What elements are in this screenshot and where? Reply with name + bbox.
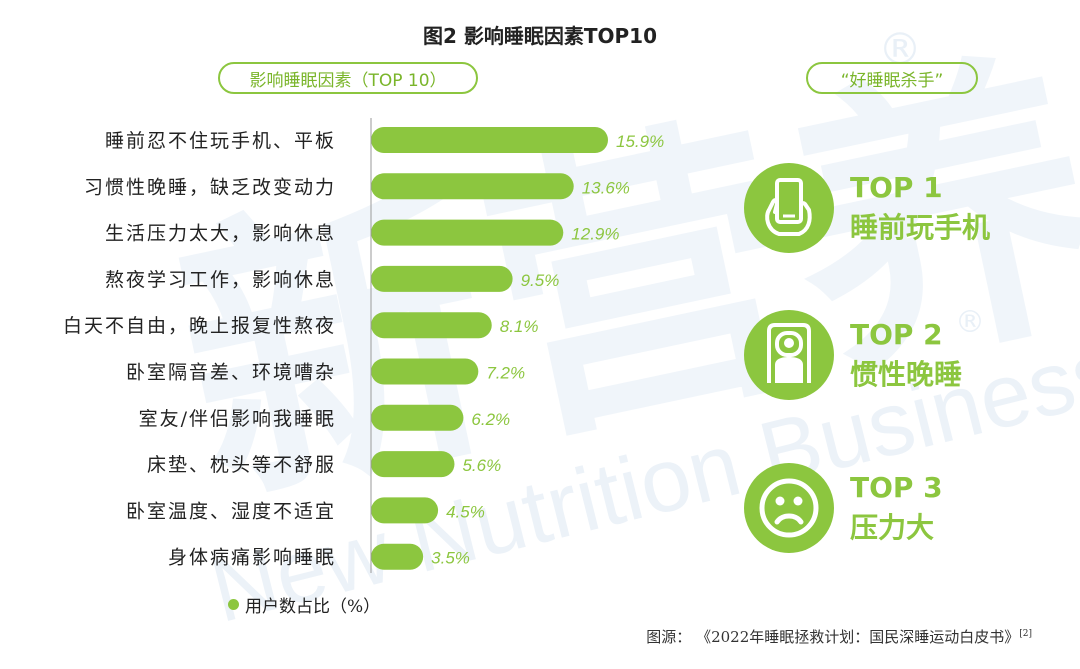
- top-label: 惯性晚睡: [850, 358, 963, 391]
- category-label: 卧室隔音差、环境嘈杂: [126, 362, 336, 384]
- bar: [371, 173, 574, 200]
- top-rank: TOP 1: [850, 171, 943, 204]
- phone-hand-icon: [744, 163, 834, 253]
- legend-label: 用户数占比（%）: [245, 597, 381, 617]
- source-note: 图源： 《2022年睡眠拯救计划：国民深睡运动白皮书》[2]: [646, 626, 1032, 647]
- category-label: 习惯性晚睡，缺乏改变动力: [84, 176, 336, 198]
- category-label: 睡前忍不住玩手机、平板: [105, 130, 336, 152]
- bar: [371, 127, 608, 153]
- category-label: 熬夜学习工作，影响休息: [105, 269, 336, 291]
- value-label: 15.9%: [616, 132, 664, 151]
- value-label: 7.2%: [486, 364, 525, 383]
- sad-face-icon: [744, 463, 834, 553]
- top-rank: TOP 3: [850, 471, 943, 504]
- source-ref: [2]: [1019, 629, 1032, 639]
- value-label: 8.1%: [500, 317, 539, 336]
- value-label: 3.5%: [431, 549, 470, 568]
- chart-header-pill: 影响睡眠因素（TOP 10）: [218, 62, 478, 94]
- top-item-2: TOP 2 惯性晚睡: [744, 310, 962, 400]
- bar: [371, 312, 492, 339]
- bar: [371, 497, 439, 524]
- legend-marker: [228, 599, 239, 610]
- figure-title: 图2 影响睡眠因素TOP10: [422, 24, 657, 48]
- top-rank: TOP 2: [850, 318, 943, 351]
- value-label: 5.6%: [462, 456, 501, 475]
- category-label: 身体病痛影响睡眠: [168, 547, 336, 569]
- value-label: 13.6%: [582, 178, 630, 197]
- category-label: 生活压力太大，影响休息: [105, 223, 336, 245]
- bar: [371, 451, 455, 478]
- category-label: 室友/伴侣影响我睡眠: [139, 408, 336, 430]
- bar: [371, 219, 564, 246]
- top-item-3: TOP 3 压力大: [744, 463, 943, 553]
- category-label: 床垫、枕头等不舒服: [147, 454, 336, 476]
- value-label: 12.9%: [571, 225, 619, 244]
- category-label: 卧室温度、湿度不适宜: [126, 500, 336, 522]
- source-text: 图源： 《2022年睡眠拯救计划：国民深睡运动白皮书》: [646, 628, 1020, 646]
- legend: 用户数占比（%）: [228, 592, 380, 617]
- top-label: 睡前玩手机: [850, 211, 991, 244]
- top-item-1: TOP 1 睡前玩手机: [744, 163, 990, 253]
- person-door-icon: [744, 310, 834, 400]
- value-label: 9.5%: [521, 271, 560, 290]
- killer-header-pill: “好睡眠杀手”: [806, 62, 978, 94]
- value-label: 4.5%: [446, 502, 485, 521]
- bar: [371, 404, 464, 431]
- category-label: 白天不自由，晚上报复性熬夜: [63, 315, 336, 337]
- bar: [371, 265, 513, 292]
- bar: [371, 358, 479, 385]
- bar: [371, 543, 424, 570]
- value-label: 6.2%: [471, 410, 510, 429]
- top-label: 压力大: [850, 511, 935, 544]
